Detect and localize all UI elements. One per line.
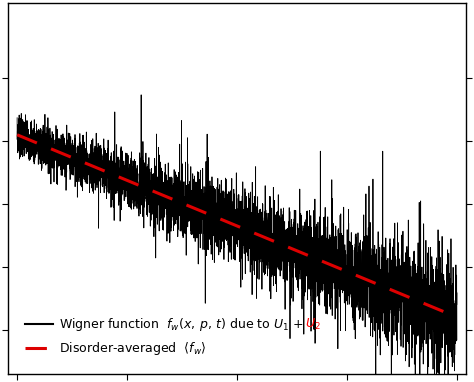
Text: $U_2$: $U_2$	[305, 317, 321, 332]
Legend: Wigner function  $f_w(x,\, p,\, t)$ due to $U_1$ + , Disorder-averaged  $\langle: Wigner function $f_w(x,\, p,\, t)$ due t…	[19, 310, 311, 364]
